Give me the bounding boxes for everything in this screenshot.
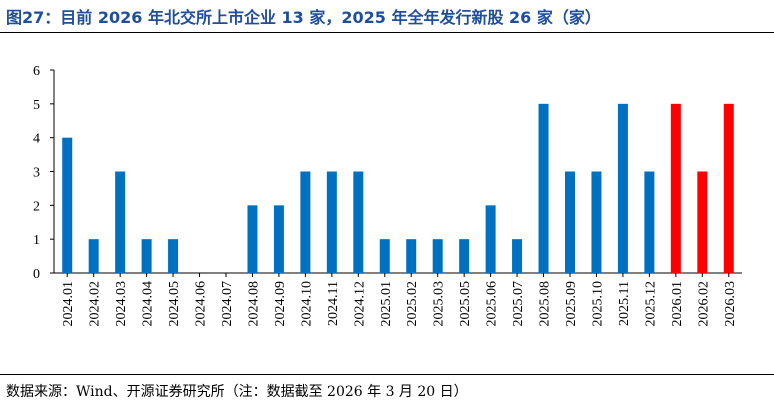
- x-tick-label: 2025.07: [511, 281, 526, 327]
- top-divider: [0, 32, 774, 33]
- x-tick-label: 2025.09: [564, 281, 579, 327]
- bar-2025.12: [644, 171, 655, 273]
- x-tick-label: 2025.11: [617, 281, 632, 326]
- x-tick-label: 2026.01: [670, 281, 685, 327]
- chart-title: 图27：目前 2026 年北交所上市企业 13 家，2025 年全年发行新股 2…: [6, 8, 601, 27]
- bar-2025.05: [459, 239, 470, 273]
- bar-2025.11: [617, 103, 628, 273]
- x-tick-label: 2024.04: [141, 281, 156, 327]
- bar-2025.01: [379, 239, 390, 273]
- x-tick-label: 2024.09: [273, 281, 288, 327]
- bar-2025.02: [406, 239, 417, 273]
- bottom-divider: [0, 374, 774, 375]
- y-tick-label: 2: [33, 199, 40, 214]
- x-tick-label: 2025.01: [379, 281, 394, 327]
- x-tick-label: 2025.06: [485, 281, 500, 327]
- x-tick-label: 2024.06: [194, 281, 209, 327]
- x-tick-label: 2025.10: [590, 281, 605, 327]
- bar-2024.09: [273, 205, 284, 273]
- x-tick-label: 2024.07: [220, 281, 235, 327]
- x-tick-label: 2025.03: [432, 281, 447, 327]
- bars: [62, 103, 734, 273]
- bar-2026.01: [670, 103, 681, 273]
- y-tick-label: 3: [33, 166, 40, 181]
- y-axis: 0 1 2 3 4 5 6: [33, 64, 55, 282]
- x-axis: 2024.01 2024.02 2024.03 2024.04 2024.05 2024.…: [54, 272, 742, 327]
- bar-2026.02: [697, 171, 708, 273]
- x-tick-label: 2026.03: [723, 281, 738, 327]
- y-tick-label: 0: [33, 267, 40, 282]
- x-tick-label: 2024.01: [61, 281, 76, 327]
- x-tick-label: 2025.05: [458, 281, 473, 327]
- bar-2024.01: [62, 137, 73, 273]
- x-tick-label: 2024.10: [299, 281, 314, 327]
- bar-2024.12: [353, 171, 364, 273]
- y-tick-label: 5: [33, 98, 40, 113]
- bar-2024.05: [168, 239, 179, 273]
- bar-2024.08: [247, 205, 258, 273]
- bar-2025.10: [591, 171, 602, 273]
- bar-2025.06: [485, 205, 496, 273]
- bar-2025.03: [432, 239, 443, 273]
- x-tick-label: 2024.02: [88, 281, 103, 327]
- x-tick-label: 2026.02: [696, 281, 711, 327]
- bar-2024.02: [88, 239, 99, 273]
- bar-2026.03: [723, 103, 734, 273]
- y-tick-label: 1: [33, 233, 40, 248]
- y-tick-label: 6: [33, 64, 40, 79]
- bar-2025.09: [565, 171, 575, 273]
- source-note: 数据来源：Wind、开源证券研究所（注：数据截至 2026 年 3 月 20 日…: [6, 384, 468, 400]
- x-tick-label: 2025.08: [538, 281, 553, 327]
- x-tick-label: 2024.03: [114, 281, 129, 327]
- y-tick-label: 4: [33, 132, 40, 147]
- bar-2024.04: [141, 239, 152, 273]
- x-tick-label: 2025.12: [643, 281, 658, 327]
- x-tick-label: 2024.08: [246, 281, 261, 327]
- bar-2025.08: [538, 103, 549, 273]
- bar-2024.10: [300, 171, 311, 273]
- x-tick-label: 2024.11: [326, 281, 341, 326]
- bar-2024.11: [326, 171, 337, 273]
- x-tick-label: 2024.12: [352, 281, 367, 327]
- x-tick-label: 2025.02: [405, 281, 420, 327]
- bar-2025.07: [512, 239, 523, 273]
- x-tick-label: 2024.05: [167, 281, 182, 327]
- bar-2024.03: [115, 171, 126, 273]
